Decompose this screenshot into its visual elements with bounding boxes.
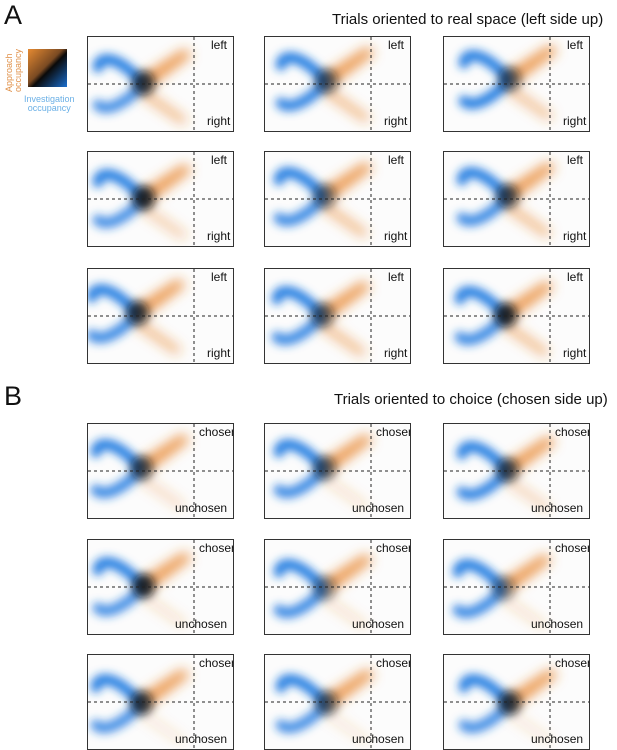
- occupancy-heatmap: [265, 37, 410, 131]
- bottom-side-label: right: [207, 346, 231, 360]
- overlap-core: [131, 691, 153, 715]
- overlap-core: [314, 184, 336, 208]
- occupancy-heatmap: [88, 269, 233, 363]
- overlap-core: [314, 576, 336, 600]
- occupancy-map-b-9: chosen unchosen: [443, 654, 590, 750]
- bottom-side-label: unchosen: [352, 501, 405, 515]
- panel-b-letter: B: [4, 381, 23, 411]
- occupancy-map-b-5: chosen unchosen: [264, 539, 411, 635]
- bottom-side-label: unchosen: [175, 501, 228, 515]
- top-side-label: chosen: [199, 656, 234, 670]
- occupancy-map-b-3: chosen unchosen: [443, 423, 590, 519]
- occupancy-heatmap: [265, 152, 410, 246]
- occupancy-map-b-7: chosen unchosen: [87, 654, 234, 750]
- bottom-side-label: right: [384, 346, 408, 360]
- overlap-core: [497, 458, 519, 482]
- occupancy-heatmap: [444, 424, 589, 518]
- top-side-label: chosen: [376, 541, 411, 555]
- top-side-label: chosen: [199, 425, 234, 439]
- overlap-core: [316, 69, 338, 93]
- top-side-label: left: [388, 38, 405, 52]
- occupancy-map-a-8: left right: [264, 268, 411, 364]
- occupancy-map-a-1: left right: [87, 36, 234, 132]
- legend-approach-label: Approach occupancy: [4, 48, 23, 92]
- overlap-core: [499, 691, 521, 715]
- bottom-side-label: unchosen: [175, 732, 228, 746]
- occupancy-map-b-4: chosen unchosen: [87, 539, 234, 635]
- occupancy-map-a-9: left right: [443, 268, 590, 364]
- panel-b-title: Trials oriented to choice (chosen side u…: [334, 391, 608, 408]
- bottom-side-label: unchosen: [531, 732, 584, 746]
- occupancy-map-b-1: chosen unchosen: [87, 423, 234, 519]
- top-side-label: left: [211, 38, 228, 52]
- occupancy-map-a-3: left right: [443, 36, 590, 132]
- occupancy-heatmap: [88, 424, 233, 518]
- bottom-side-label: right: [563, 229, 587, 243]
- panel-a-letter: A: [4, 0, 23, 30]
- occupancy-map-a-2: left right: [264, 36, 411, 132]
- occupancy-heatmap: [265, 269, 410, 363]
- bottom-side-label: unchosen: [352, 617, 405, 631]
- top-side-label: left: [388, 153, 405, 167]
- occupancy-heatmap: [444, 37, 589, 131]
- bottom-side-label: right: [384, 229, 408, 243]
- bottom-side-label: right: [207, 229, 231, 243]
- occupancy-map-a-5: left right: [264, 151, 411, 247]
- top-side-label: chosen: [555, 656, 590, 670]
- top-side-label: chosen: [376, 656, 411, 670]
- occupancy-heatmap: [265, 655, 410, 749]
- top-side-label: left: [211, 270, 228, 284]
- occupancy-map-b-8: chosen unchosen: [264, 654, 411, 750]
- overlap-core: [133, 186, 155, 210]
- occupancy-heatmap: [444, 540, 589, 634]
- overlap-core: [133, 574, 155, 598]
- overlap-core: [493, 576, 515, 600]
- top-side-label: chosen: [555, 425, 590, 439]
- top-side-label: left: [567, 153, 584, 167]
- occupancy-heatmap: [444, 655, 589, 749]
- overlap-core: [127, 301, 149, 325]
- overlap-core: [133, 71, 155, 95]
- overlap-core: [312, 303, 334, 327]
- bottom-side-label: right: [384, 114, 408, 128]
- bottom-side-label: unchosen: [352, 732, 405, 746]
- occupancy-map-a-4: left right: [87, 151, 234, 247]
- top-side-label: left: [567, 270, 584, 284]
- overlap-core: [316, 691, 338, 715]
- top-side-label: left: [567, 38, 584, 52]
- occupancy-map-a-7: left right: [87, 268, 234, 364]
- panel-a-title: Trials oriented to real space (left side…: [332, 11, 604, 28]
- occupancy-heatmap: [88, 655, 233, 749]
- top-side-label: left: [211, 153, 228, 167]
- overlap-core: [495, 303, 517, 327]
- occupancy-map-a-6: left right: [443, 151, 590, 247]
- occupancy-map-b-2: chosen unchosen: [264, 423, 411, 519]
- overlap-core: [499, 67, 521, 91]
- occupancy-heatmap: [265, 424, 410, 518]
- bottom-side-label: unchosen: [175, 617, 228, 631]
- top-side-label: left: [388, 270, 405, 284]
- occupancy-heatmap: [444, 152, 589, 246]
- bottom-side-label: right: [207, 114, 231, 128]
- bottom-side-label: right: [563, 346, 587, 360]
- bottom-side-label: right: [563, 114, 587, 128]
- top-side-label: chosen: [199, 541, 234, 555]
- occupancy-heatmap: [444, 269, 589, 363]
- legend-color-swatch: [28, 49, 67, 87]
- bottom-side-label: unchosen: [531, 501, 584, 515]
- overlap-core: [131, 456, 153, 480]
- top-side-label: chosen: [555, 541, 590, 555]
- top-side-label: chosen: [376, 425, 411, 439]
- overlap-core: [314, 456, 336, 480]
- occupancy-heatmap: [88, 37, 233, 131]
- occupancy-heatmap: [265, 540, 410, 634]
- occupancy-heatmap: [88, 540, 233, 634]
- legend-investigation-label: Investigation occupancy: [24, 94, 75, 113]
- occupancy-heatmap: [88, 152, 233, 246]
- bottom-side-label: unchosen: [531, 617, 584, 631]
- overlap-core: [497, 184, 519, 208]
- occupancy-map-b-6: chosen unchosen: [443, 539, 590, 635]
